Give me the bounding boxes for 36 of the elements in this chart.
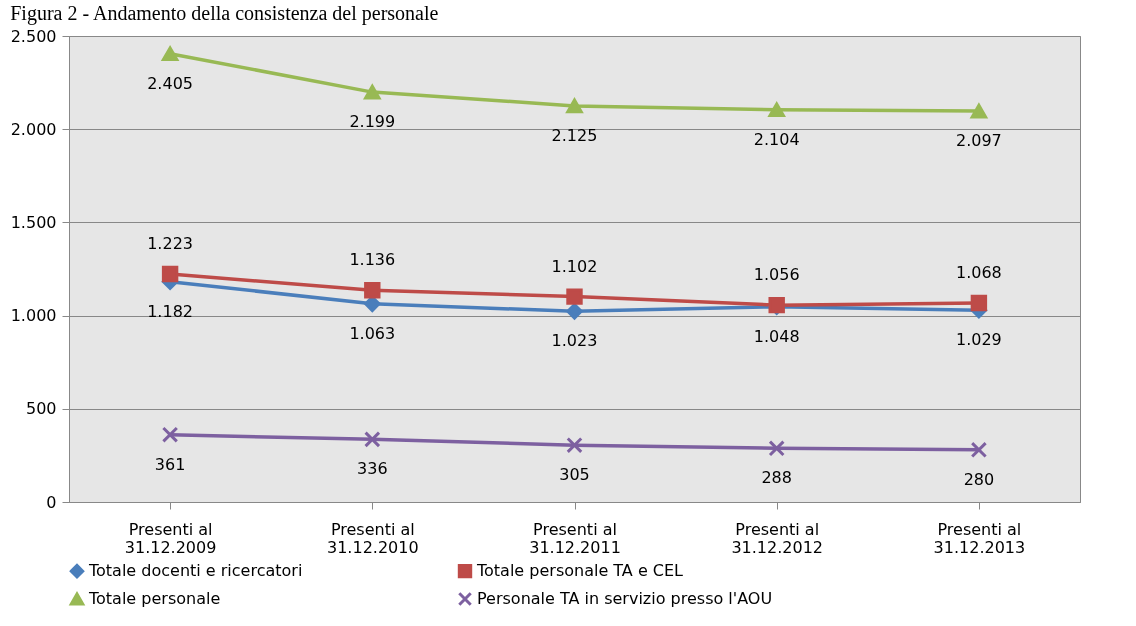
data-label: 1.048	[753, 326, 800, 346]
y-tick-label: 0	[46, 492, 57, 512]
data-label: 305	[559, 465, 590, 485]
x-tick-label: Presenti al 31.12.2011	[529, 519, 621, 557]
data-label: 1.063	[349, 323, 396, 343]
x-tick-label: Presenti al 31.12.2012	[731, 519, 823, 557]
y-tick-label: 1.500	[10, 212, 57, 232]
data-label: 1.023	[551, 331, 598, 351]
legend-label: Totale docenti e ricercatori	[88, 561, 303, 581]
data-label: 1.056	[753, 265, 800, 285]
data-label: 288	[761, 468, 792, 488]
x-tick-label: Presenti al 31.12.2010	[327, 519, 419, 557]
y-tick-label: 1.000	[10, 306, 57, 326]
legend-label: Totale personale	[88, 589, 221, 608]
data-label: 280	[963, 469, 995, 489]
data-label: 2.104	[753, 129, 800, 149]
data-label: 2.125	[551, 125, 598, 145]
data-label: 1.068	[955, 262, 1002, 282]
data-label: 1.136	[349, 250, 396, 270]
data-label: 1.102	[551, 256, 598, 276]
data-label: 2.405	[147, 73, 194, 93]
data-label: 2.199	[349, 112, 396, 132]
x-tick-label: Presenti al 31.12.2013	[933, 519, 1026, 557]
data-label: 361	[154, 454, 186, 474]
y-tick-label: 500	[25, 399, 57, 419]
data-label: 1.223	[147, 234, 194, 254]
chart-title: Figura 2 - Andamento della consistenza del personale	[10, 2, 439, 25]
data-label: 1.182	[147, 301, 194, 321]
x-tick-label: Presenti al 31.12.2009	[124, 519, 217, 557]
data-label: 336	[357, 459, 388, 479]
legend-label: Totale personale TA e CEL	[476, 561, 684, 581]
legend-label: Personale TA in servizio presso l'AOU	[477, 589, 773, 608]
data-label: 1.029	[955, 330, 1002, 350]
y-tick-label: 2.000	[10, 119, 57, 139]
y-tick-label: 2.500	[10, 26, 57, 46]
data-label: 2.097	[955, 131, 1002, 151]
